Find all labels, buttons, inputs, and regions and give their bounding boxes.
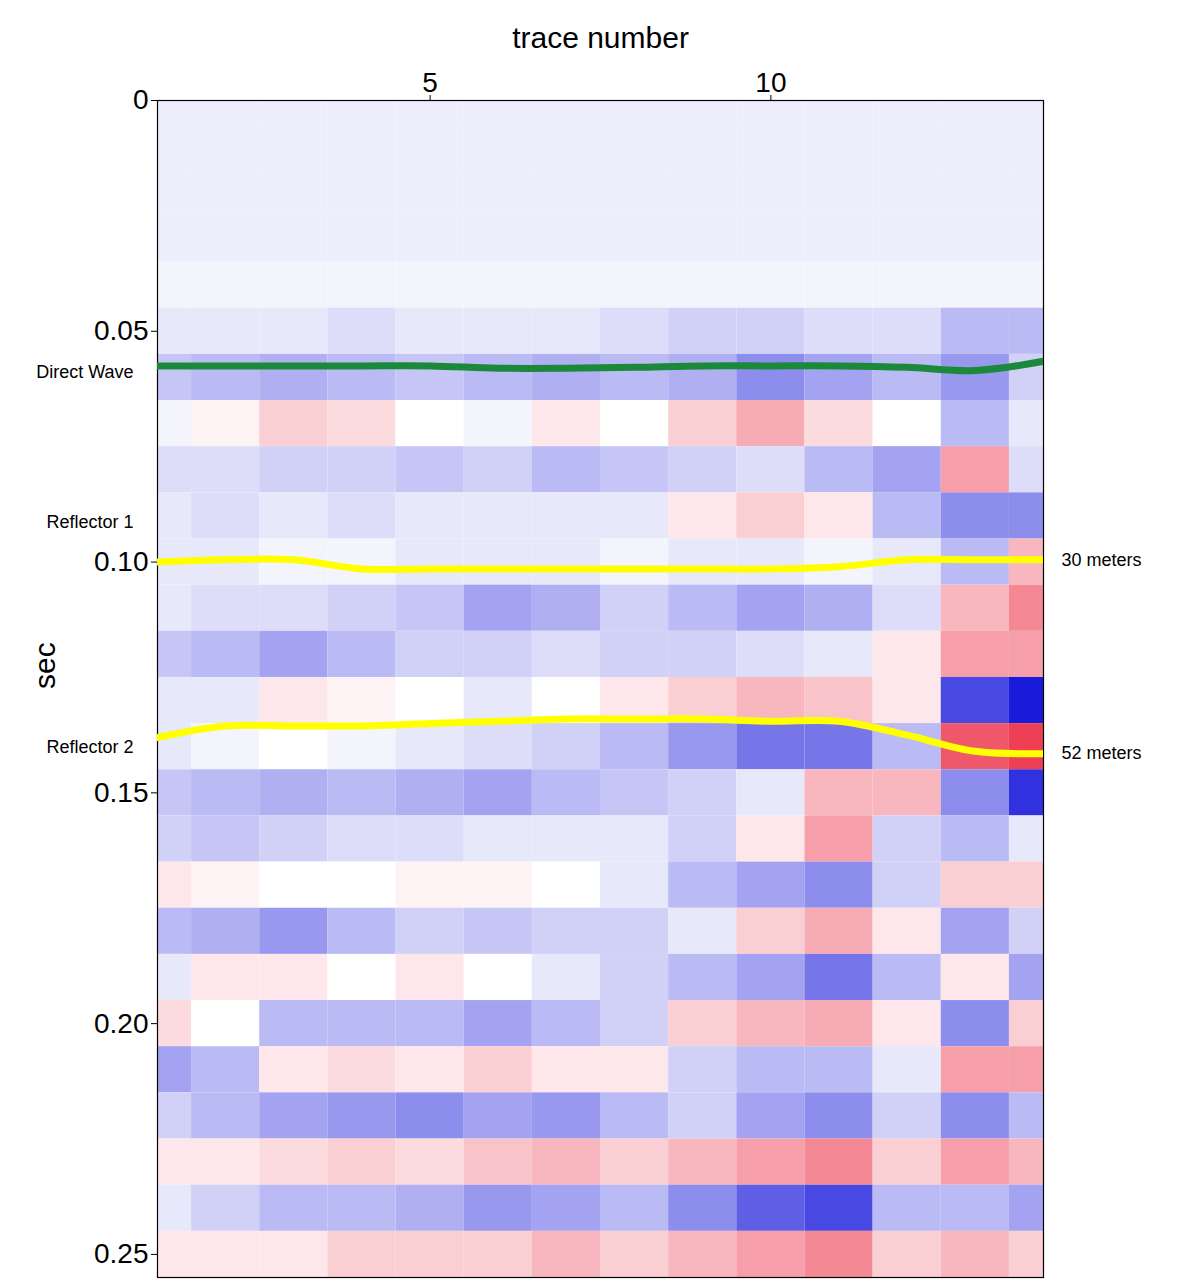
svg-text:0.10: 0.10	[94, 546, 149, 577]
svg-text:0.15: 0.15	[94, 777, 149, 808]
svg-text:30 meters: 30 meters	[1062, 550, 1142, 570]
svg-text:0: 0	[133, 84, 149, 115]
svg-text:Reflector 2: Reflector 2	[46, 737, 133, 757]
svg-text:trace number: trace number	[512, 21, 689, 54]
svg-text:0.05: 0.05	[94, 315, 149, 346]
svg-text:Direct Wave: Direct Wave	[36, 362, 133, 382]
svg-text:0.25: 0.25	[94, 1238, 149, 1269]
svg-text:0.20: 0.20	[94, 1008, 149, 1039]
svg-text:10: 10	[755, 67, 786, 98]
svg-text:52 meters: 52 meters	[1062, 743, 1142, 763]
svg-text:sec: sec	[28, 642, 61, 689]
svg-text:Reflector 1: Reflector 1	[46, 512, 133, 532]
svg-text:5: 5	[422, 67, 438, 98]
